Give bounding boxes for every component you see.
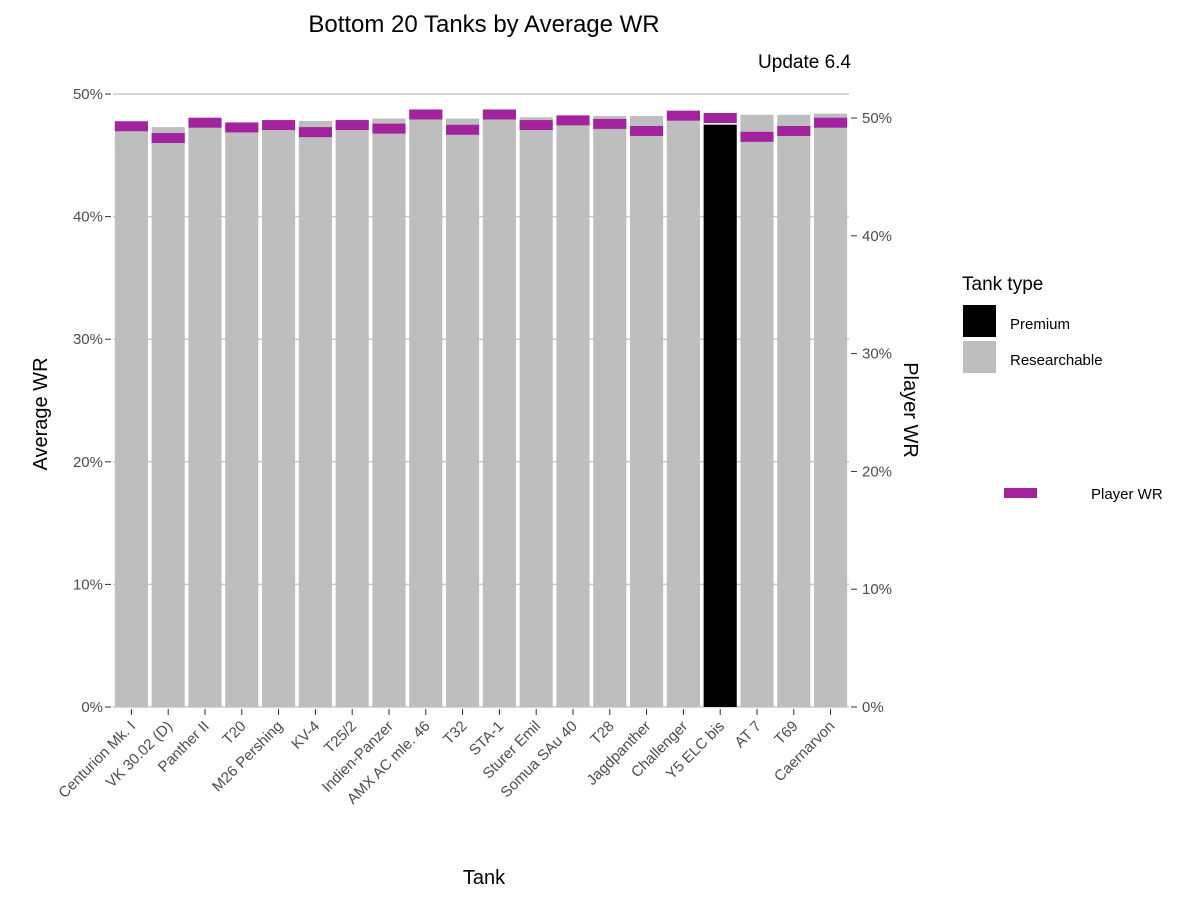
player-wr-marker: [814, 117, 848, 128]
player-wr-markers: [114, 109, 848, 144]
bar: [446, 118, 480, 707]
legend-label-researchable: Researchable: [1010, 352, 1103, 369]
bar: [298, 120, 332, 708]
x-tick-label: T69: [771, 718, 801, 748]
bar: [814, 113, 848, 708]
y-tick-label: 20%: [73, 454, 103, 471]
y2-tick-label: 20%: [862, 463, 892, 480]
player-wr-marker: [519, 120, 553, 131]
bar: [409, 112, 443, 707]
right-axis: 0% 10% 20% 30% 40% 50%: [851, 110, 892, 716]
legend-swatch-premium: [963, 305, 996, 337]
y2-axis-title: Player WR: [899, 362, 921, 458]
player-wr-marker: [777, 125, 811, 136]
player-wr-marker: [188, 117, 222, 128]
player-wr-marker: [335, 120, 369, 131]
y-tick-label: 0%: [81, 699, 103, 716]
bar: [519, 117, 553, 707]
player-wr-marker: [666, 110, 700, 121]
y-tick-label: 30%: [73, 331, 103, 348]
y-tick-label: 50%: [73, 86, 103, 103]
bar: [372, 118, 406, 707]
legend-label-player-wr: Player WR: [1091, 486, 1163, 503]
x-axis-title: Tank: [463, 867, 506, 889]
player-wr-marker: [630, 125, 664, 136]
player-wr-marker: [298, 127, 332, 138]
legend-title: Tank type: [962, 274, 1043, 295]
player-wr-marker: [482, 109, 516, 120]
bar: [225, 123, 259, 707]
player-wr-marker: [703, 113, 737, 123]
y-tick-label: 10%: [73, 576, 103, 593]
player-wr-marker: [262, 120, 296, 131]
x-tick-label: T32: [440, 718, 470, 748]
bar: [740, 114, 774, 708]
bar: [188, 119, 222, 708]
y2-tick-label: 0%: [862, 699, 884, 716]
bar: [482, 112, 516, 707]
bar: [666, 112, 700, 707]
bar: [151, 127, 185, 708]
legend-swatch-researchable: [963, 341, 996, 373]
player-wr-marker: [593, 118, 627, 129]
y2-tick-label: 30%: [862, 346, 892, 363]
legend-marker-player-wr: [1004, 488, 1037, 498]
y2-tick-label: 50%: [862, 110, 892, 127]
x-tick-label: KV-4: [288, 718, 323, 753]
bar: [777, 114, 811, 708]
x-axis: Centurion Mk. IVK 30.02 (D)Panther II T20…: [55, 709, 838, 808]
bar: [630, 116, 664, 708]
y-axis-title: Average WR: [30, 357, 52, 470]
bar: [262, 120, 296, 708]
player-wr-marker: [225, 122, 259, 133]
x-tick-label: T28: [587, 718, 617, 748]
bar: [703, 124, 737, 707]
y-tick-label: 40%: [73, 209, 103, 226]
legend: Tank type Premium Researchable Player WR: [962, 274, 1163, 503]
legend-label-premium: Premium: [1010, 316, 1070, 333]
left-axis: 0% 10% 20% 30% 40% 50%: [73, 86, 111, 716]
bars: [114, 112, 848, 708]
chart-subtitle: Update 6.4: [758, 52, 851, 73]
bar: [593, 116, 627, 708]
player-wr-marker: [372, 123, 406, 134]
player-wr-marker: [740, 131, 774, 142]
chart-title: Bottom 20 Tanks by Average WR: [308, 11, 659, 38]
bar: [335, 119, 369, 708]
player-wr-marker: [151, 133, 185, 144]
grid-lines: [113, 93, 849, 708]
bar: [114, 123, 148, 707]
y2-tick-label: 10%: [862, 581, 892, 598]
y2-tick-label: 40%: [862, 228, 892, 245]
player-wr-marker: [446, 124, 480, 135]
x-tick-label: AT 7: [731, 718, 764, 751]
player-wr-marker: [556, 115, 590, 126]
bar: [556, 117, 590, 707]
player-wr-marker: [114, 121, 148, 132]
x-tick-label: T20: [219, 718, 249, 748]
player-wr-marker: [409, 109, 443, 120]
